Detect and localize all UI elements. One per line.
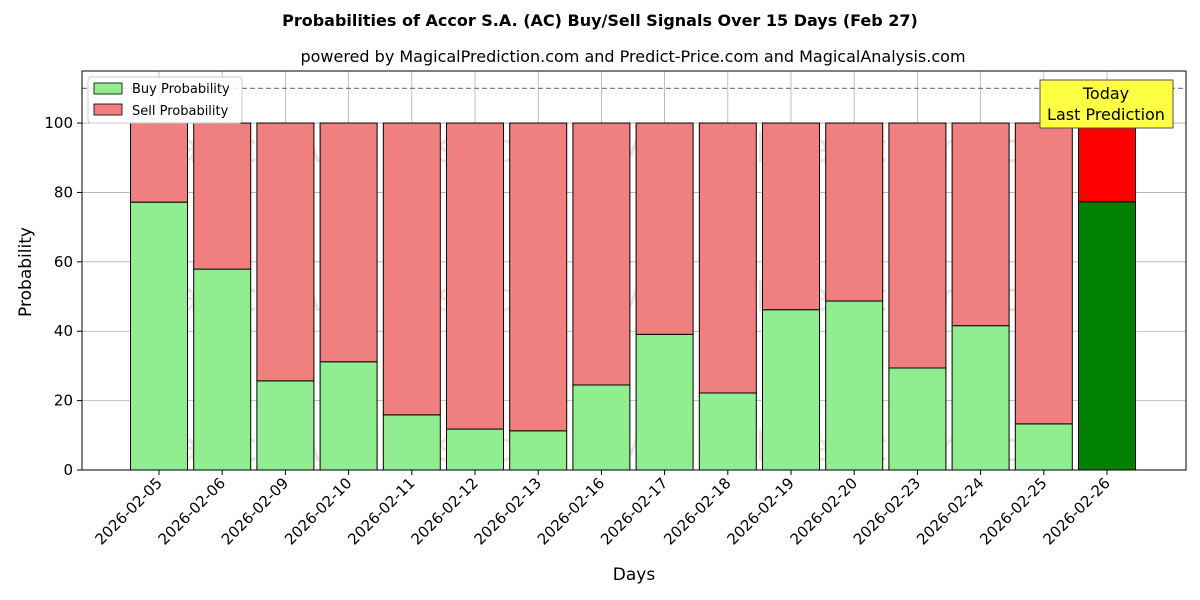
x-tick-label: 2026-02-19 xyxy=(723,474,797,548)
bar-buy-2026-02-23 xyxy=(888,367,947,471)
bars xyxy=(130,122,1136,471)
bar-sell-2026-02-20 xyxy=(825,122,884,302)
x-tick-label: 2026-02-16 xyxy=(534,474,608,548)
x-tick-label: 2026-02-09 xyxy=(218,474,292,548)
y-tick-label: 80 xyxy=(54,183,73,201)
bar-sell-2026-02-13 xyxy=(509,122,568,432)
x-tick-label: 2026-02-10 xyxy=(281,474,355,548)
y-axis-label: Probability xyxy=(16,227,36,317)
x-tick-label: 2026-02-13 xyxy=(471,474,545,548)
x-tick-label: 2026-02-12 xyxy=(407,474,481,548)
bar-sell-2026-02-23 xyxy=(888,122,947,369)
bar-sell-2026-02-10 xyxy=(319,122,378,363)
annotation-box xyxy=(1039,79,1174,129)
bar-sell-2026-02-17 xyxy=(635,122,694,335)
x-tick-label: 2026-02-24 xyxy=(913,474,987,548)
bar-sell-2026-02-06 xyxy=(193,122,252,270)
bar-buy-2026-02-24 xyxy=(951,325,1010,471)
bar-buy-2026-02-12 xyxy=(446,428,504,471)
today-annotation: Today Last Prediction xyxy=(1039,79,1174,129)
bar-buy-2026-02-11 xyxy=(382,414,441,471)
bar-buy-2026-02-25 xyxy=(1014,423,1073,471)
bar-sell-2026-02-11 xyxy=(382,122,441,416)
x-tick-label: 2026-02-23 xyxy=(850,474,924,548)
bar-buy-2026-02-05 xyxy=(130,201,188,471)
legend-label-sell: Sell Probability xyxy=(132,104,229,119)
bar-sell-2026-02-05 xyxy=(130,122,188,203)
y-tick-label: 0 xyxy=(63,461,73,479)
legend-label-buy: Buy Probability xyxy=(132,82,230,97)
x-tick-label: 2026-02-06 xyxy=(155,474,229,548)
bar-sell-2026-02-16 xyxy=(572,122,631,386)
legend-swatch-sell xyxy=(93,103,123,116)
bar-sell-2026-02-12 xyxy=(446,122,504,430)
y-tick-label: 60 xyxy=(54,253,73,271)
y-axis-ticks: 0 20 40 60 80 100 xyxy=(44,114,82,479)
chart-title: Probabilities of Accor S.A. (AC) Buy/Sel… xyxy=(282,11,918,30)
bar-sell-2026-02-18 xyxy=(698,122,757,394)
bar-buy-2026-02-09 xyxy=(256,380,315,471)
bar-buy-2026-02-26 xyxy=(1078,201,1136,471)
bar-buy-2026-02-20 xyxy=(825,300,884,471)
bar-buy-2026-02-10 xyxy=(319,361,378,471)
legend: Buy Probability Sell Probability xyxy=(87,76,243,124)
x-tick-label: 2026-02-18 xyxy=(660,474,734,548)
x-axis-label: Days xyxy=(613,565,656,585)
chart-subtitle: powered by MagicalPrediction.com and Pre… xyxy=(300,47,965,66)
x-tick-label: 2026-02-20 xyxy=(787,474,861,548)
plot-frame xyxy=(81,70,1187,471)
y-tick-label: 40 xyxy=(54,322,73,340)
bar-buy-2026-02-16 xyxy=(572,384,631,471)
bar-buy-2026-02-13 xyxy=(509,430,568,471)
x-tick-label: 2026-02-25 xyxy=(976,474,1050,548)
legend-swatch-buy xyxy=(93,82,123,95)
bar-sell-2026-02-09 xyxy=(256,122,315,382)
y-tick-label: 20 xyxy=(54,392,73,410)
x-tick-label: 2026-02-05 xyxy=(91,474,165,548)
bar-sell-2026-02-19 xyxy=(762,122,820,311)
bar-sell-2026-02-25 xyxy=(1014,122,1073,425)
annotation-line-2: Last Prediction xyxy=(1047,105,1165,124)
bar-buy-2026-02-18 xyxy=(698,392,757,471)
bar-buy-2026-02-19 xyxy=(762,309,820,471)
legend-box xyxy=(87,76,243,124)
x-tick-label: 2026-02-17 xyxy=(597,474,671,548)
bar-buy-2026-02-06 xyxy=(193,268,252,471)
bar-buy-2026-02-17 xyxy=(635,333,694,471)
bar-sell-2026-02-26 xyxy=(1078,122,1136,203)
x-axis-ticks: 2026-02-052026-02-062026-02-092026-02-10… xyxy=(91,470,1114,548)
y-tick-label: 100 xyxy=(44,114,73,132)
bar-sell-2026-02-24 xyxy=(951,122,1010,327)
x-tick-label: 2026-02-26 xyxy=(1039,474,1113,548)
annotation-line-1: Today xyxy=(1082,84,1129,103)
x-tick-label: 2026-02-11 xyxy=(344,474,418,548)
